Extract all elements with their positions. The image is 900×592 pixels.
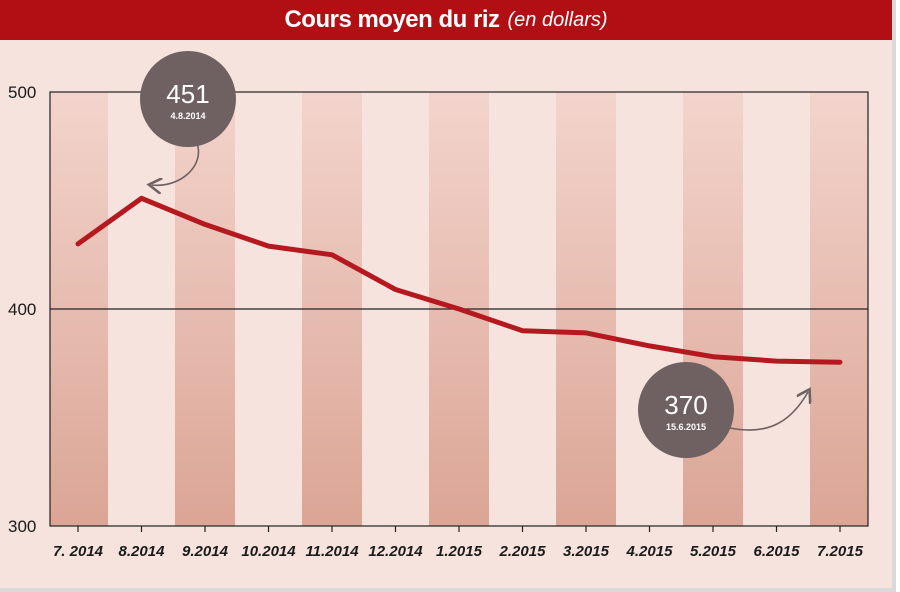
annotation-date: 15.6.2015 (666, 422, 706, 432)
x-tick-label: 9.2014 (182, 543, 229, 560)
series-line (75, 195, 843, 365)
annotation-arrow (152, 142, 200, 185)
x-tick-label: 7.2015 (817, 543, 864, 560)
x-tick-label: 3.2015 (563, 543, 610, 560)
annotation-bubble (140, 51, 236, 147)
x-axis: 7. 2014 8.2014 9.2014 10.2014 11.2014 12.2014… (53, 526, 864, 560)
chart-subtitle: (en dollars) (507, 8, 608, 31)
annotation-date: 4.8.2014 (170, 111, 205, 121)
x-tick-label: 7. 2014 (53, 543, 104, 560)
x-tick-label: 2.2015 (499, 543, 547, 560)
chart-title-bar: Cours moyen du riz (en dollars) (0, 0, 892, 40)
annotation-arrow (729, 392, 808, 431)
x-tick-label: 12.2014 (368, 543, 423, 560)
x-tick-label: 5.2015 (690, 543, 737, 560)
x-tick-label: 11.2014 (305, 543, 359, 560)
annotation-bubble (638, 362, 734, 458)
chart-title: Cours moyen du riz (284, 6, 500, 33)
y-tick-label: 300 (8, 517, 36, 536)
y-tick-label: 500 (8, 83, 36, 102)
x-tick-label: 6.2015 (754, 543, 801, 560)
x-tick-label: 8.2014 (119, 543, 166, 560)
annotation-value: 370 (664, 390, 707, 420)
annotations: 451 4.8.2014 370 15.6.2015 (140, 51, 808, 458)
x-tick-label: 10.2014 (241, 543, 296, 560)
x-tick-label: 4.2015 (626, 543, 674, 560)
x-tick-label: 1.2015 (436, 543, 483, 560)
y-tick-label: 400 (8, 300, 36, 319)
y-axis: 300 400 500 (8, 83, 36, 536)
annotation-value: 451 (166, 79, 209, 109)
